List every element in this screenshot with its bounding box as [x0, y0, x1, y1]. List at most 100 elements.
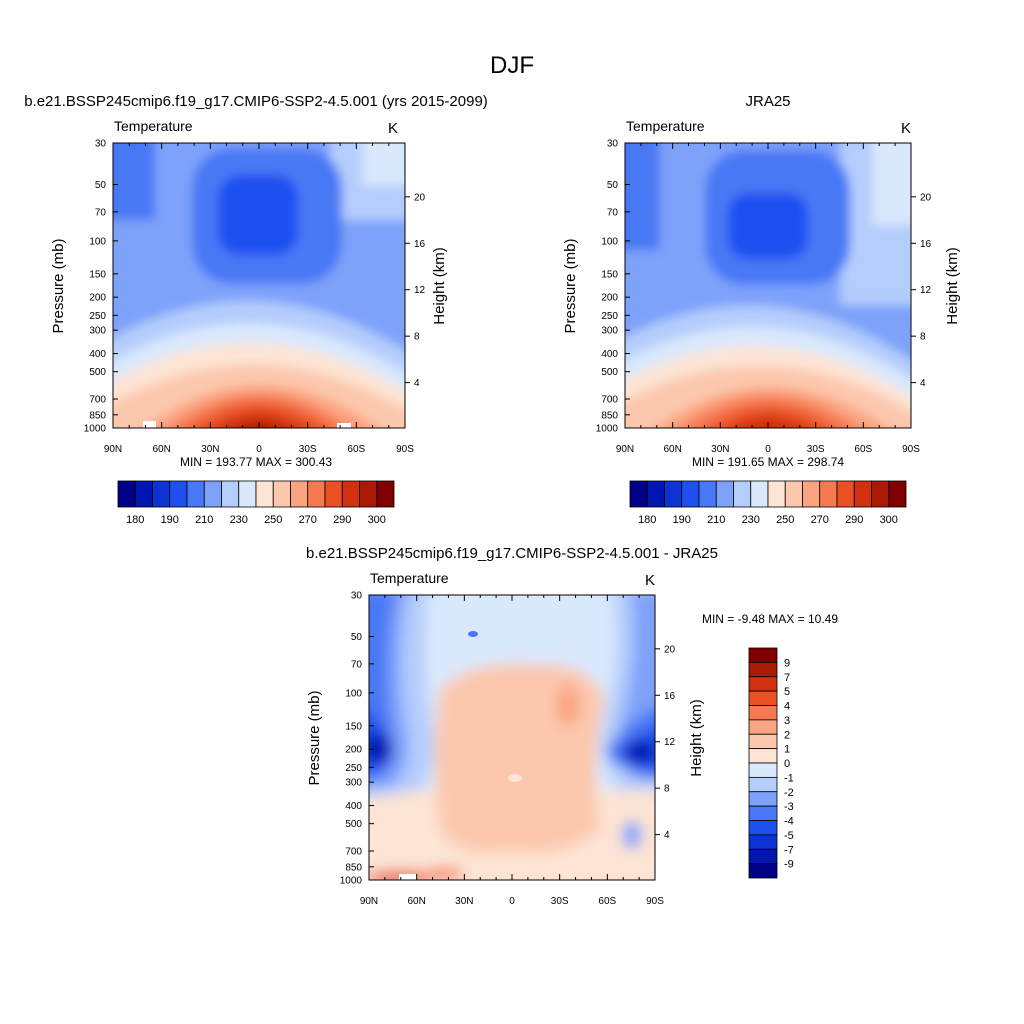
y-tick-label: 50: [607, 180, 619, 191]
colorbar-box: [748, 733, 778, 750]
y-tick-label: 400: [601, 349, 618, 360]
y-tick-label: 850: [89, 410, 106, 421]
colorbar-box: [836, 480, 855, 508]
y2-axis-title: Height (km): [688, 699, 705, 777]
colorbar-label: 300: [368, 514, 386, 526]
x-tick-label: 60S: [347, 444, 365, 455]
y2-tick-label: 8: [664, 784, 670, 795]
colorbar-box: [255, 480, 274, 508]
colorbar-box: [681, 480, 700, 508]
colorbar-box: [748, 705, 778, 721]
colorbar: 180 190 210 230 250 270 290 300: [117, 480, 395, 526]
y2-tick-label: 20: [414, 192, 426, 203]
y-tick-label: 300: [601, 326, 618, 337]
y-tick-label: 400: [89, 349, 106, 360]
x-tick-label: 90S: [902, 444, 920, 455]
x-axis: 90N 60N 30N 0 30S 60S 90S: [360, 595, 664, 907]
colorbar-box: [748, 776, 778, 793]
colorbar-label: -9: [784, 859, 794, 871]
colorbar-box: [341, 480, 360, 508]
y-tick-label: 200: [601, 293, 618, 304]
colorbar-box: [664, 480, 683, 508]
colorbar-box: [221, 480, 240, 508]
colorbar-box: [748, 690, 778, 706]
colorbar-label: 270: [299, 514, 317, 526]
colorbar-box: [748, 748, 778, 764]
x-tick-label: 0: [509, 896, 515, 907]
x-tick-label: 30N: [455, 896, 473, 907]
y-tick-label: 700: [89, 395, 106, 406]
colorbar-box: [629, 480, 648, 508]
y2-tick-label: 12: [664, 737, 676, 748]
variable-label: Temperature: [114, 118, 193, 134]
colorbar-box: [748, 762, 778, 778]
y-axis-title: Pressure (mb): [50, 238, 67, 333]
colorbar-box: [733, 480, 752, 508]
panel-model: b.e21.BSSP245cmip6.f19_g17.CMIP6-SSP2-4.…: [24, 93, 488, 526]
y-tick-label: 500: [345, 819, 362, 830]
colorbar-box: [748, 791, 778, 807]
figure-title: DJF: [490, 52, 534, 79]
y-tick-label: 100: [89, 236, 106, 247]
colorbar-label: 270: [811, 514, 829, 526]
y2-tick-label: 8: [920, 332, 926, 343]
colorbar-label: -7: [784, 844, 794, 856]
colorbar-label: -2: [784, 787, 794, 799]
colorbar-box: [748, 805, 778, 821]
colorbar-box: [748, 719, 778, 735]
x-tick-label: 0: [256, 444, 262, 455]
y-tick-label: 70: [95, 207, 107, 218]
x-axis: 90N 60N 30N 0 30S 60S 90S: [104, 143, 414, 455]
x-tick-label: 30N: [201, 444, 219, 455]
y-tick-label: 700: [601, 395, 618, 406]
colorbar-label: 180: [126, 514, 144, 526]
colorbar-label: -4: [784, 816, 794, 828]
y2-tick-label: 4: [664, 830, 670, 841]
y-tick-label: 200: [89, 293, 106, 304]
colorbar-label: 230: [742, 514, 760, 526]
y-tick-label: 30: [607, 139, 619, 150]
y-tick-label: 400: [345, 801, 362, 812]
y2-tick-label: 8: [414, 332, 420, 343]
y2-axis: 20 16 12 8 4: [405, 192, 426, 389]
x-tick-label: 60N: [152, 444, 170, 455]
panel-diff: b.e21.BSSP245cmip6.f19_g17.CMIP6-SSP2-4.…: [306, 545, 838, 907]
colorbar-box: [646, 480, 665, 508]
y-tick-label: 300: [89, 326, 106, 337]
colorbar-box: [698, 480, 717, 508]
y-tick-label: 150: [89, 269, 106, 280]
y2-axis: 20 16 12 8 4: [911, 192, 932, 389]
y-tick-label: 1000: [340, 876, 363, 887]
units-label: K: [388, 120, 398, 137]
y-tick-label: 100: [345, 688, 362, 699]
y-tick-label: 300: [345, 778, 362, 789]
x-tick-label: 30N: [711, 444, 729, 455]
y-tick-label: 50: [351, 632, 363, 643]
y2-tick-label: 12: [920, 285, 932, 296]
colorbar-box: [767, 480, 786, 508]
y-tick-label: 50: [95, 180, 107, 191]
colorbar-label: 210: [707, 514, 725, 526]
colorbar-label: 290: [333, 514, 351, 526]
colorbar-box: [784, 480, 803, 508]
colorbar-box: [871, 480, 890, 508]
colorbar-label: 2: [784, 729, 790, 741]
colorbar-label: -5: [784, 830, 794, 842]
colorbar-box: [117, 480, 136, 508]
colorbar-box: [802, 480, 821, 508]
y-tick-label: 70: [351, 659, 363, 670]
colorbar-box: [152, 480, 171, 508]
y-tick-label: 1000: [84, 424, 107, 435]
colorbar-box: [307, 480, 326, 508]
colorbar-label: 250: [264, 514, 282, 526]
colorbar-label: 190: [673, 514, 691, 526]
x-tick-label: 30S: [299, 444, 317, 455]
contour-field: [369, 595, 655, 880]
y2-tick-label: 16: [414, 239, 426, 250]
colorbar-label: 4: [784, 701, 790, 713]
y2-tick-label: 20: [664, 644, 676, 655]
colorbar-box: [376, 480, 395, 508]
panel-title: b.e21.BSSP245cmip6.f19_g17.CMIP6-SSP2-4.…: [306, 545, 718, 562]
x-tick-label: 30S: [551, 896, 569, 907]
